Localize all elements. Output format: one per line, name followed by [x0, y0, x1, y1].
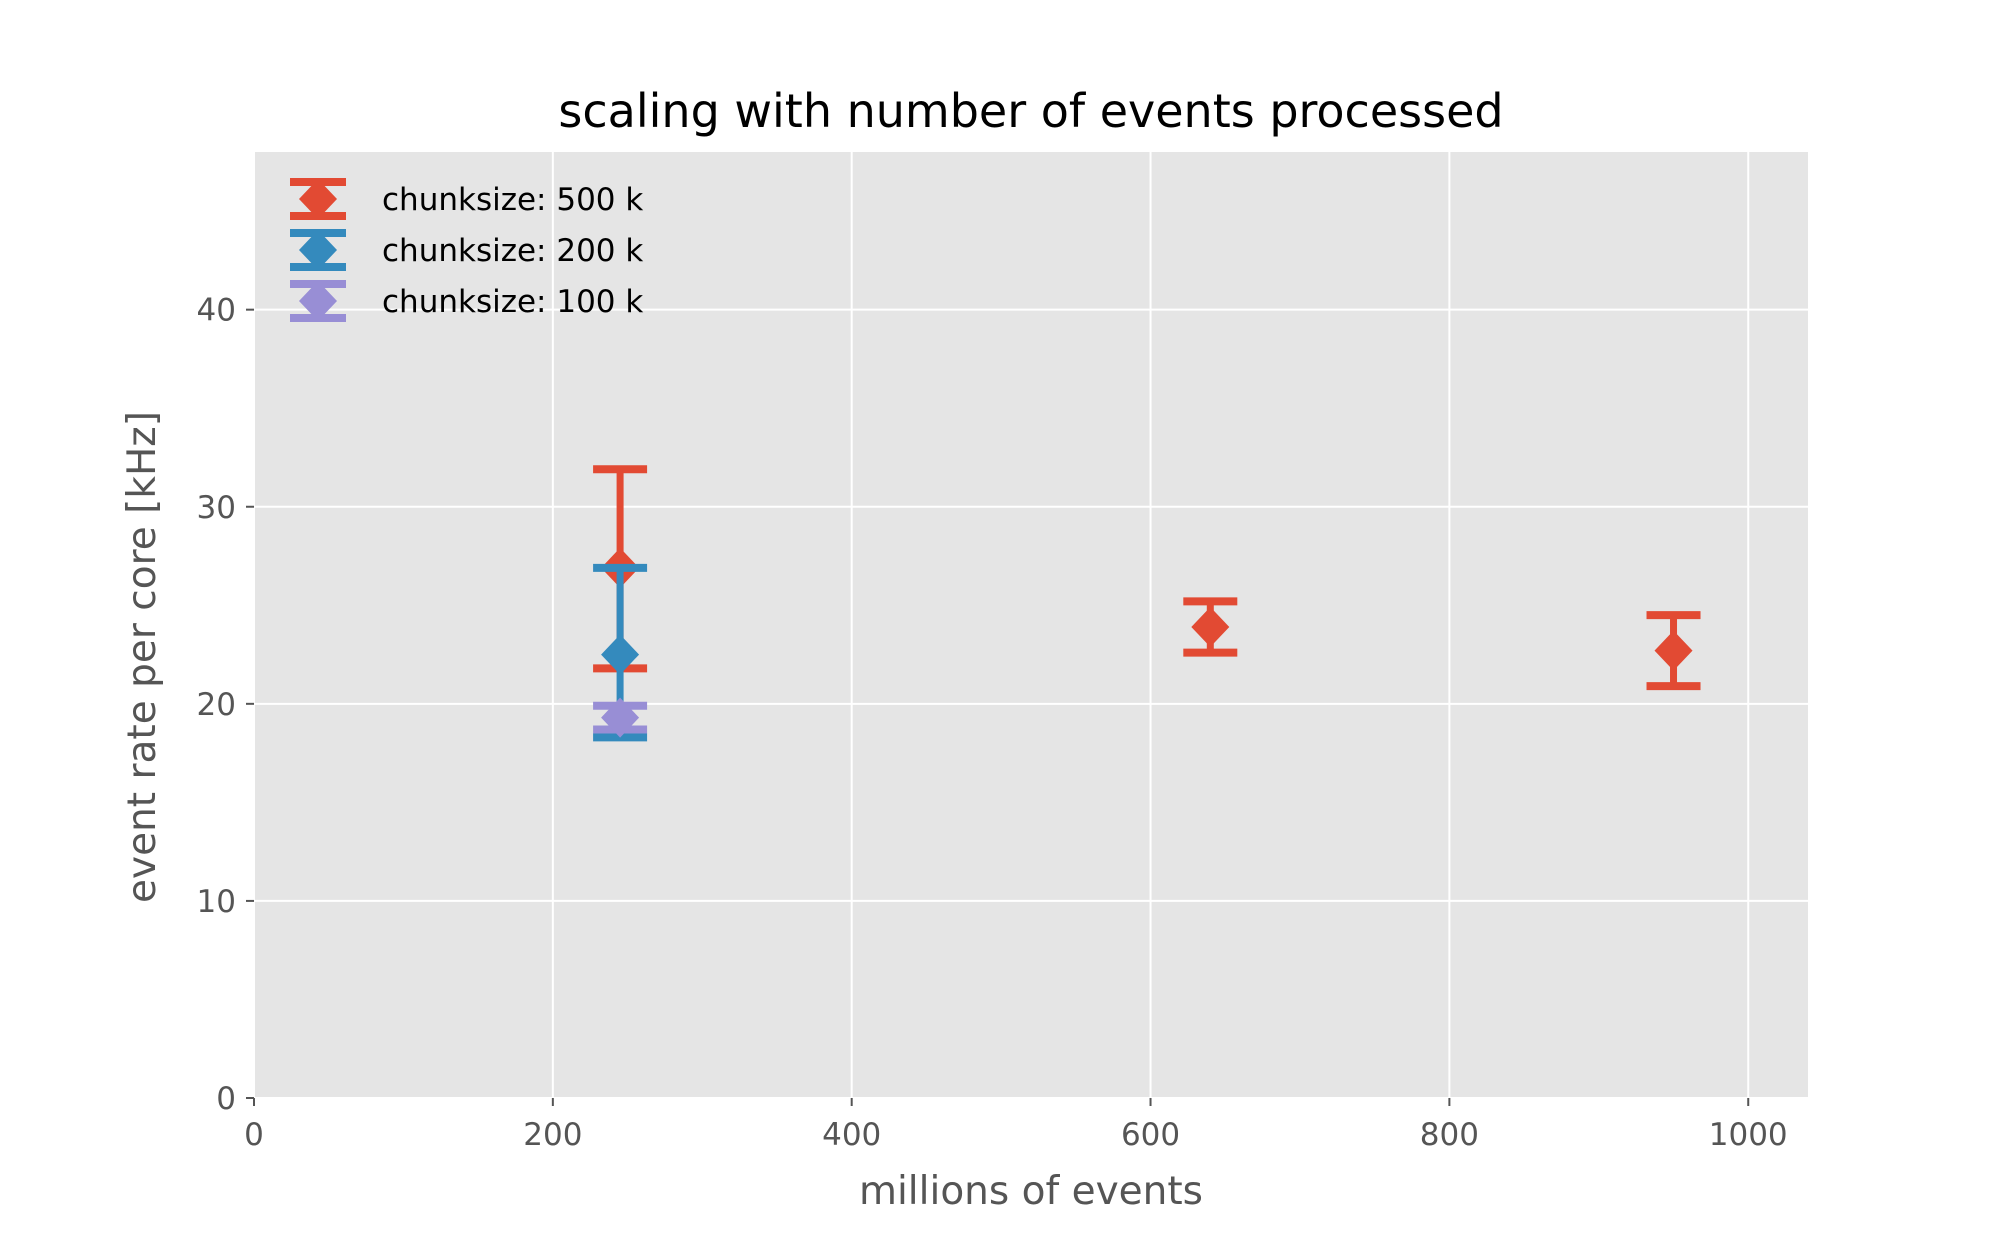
x-tick-label: 600 [1121, 1117, 1180, 1153]
series-3 [593, 697, 648, 738]
legend-item: chunksize: 200 k [290, 229, 643, 271]
axes: 0 200 400 600 800 1000 0 10 20 30 40 [197, 293, 1788, 1153]
legend-marker [299, 179, 337, 219]
legend-label: chunksize: 100 k [382, 284, 643, 320]
y-tick-label: 40 [197, 293, 236, 329]
legend-label: chunksize: 500 k [382, 182, 643, 218]
legend-item: chunksize: 500 k [290, 178, 643, 220]
legend-marker [299, 281, 337, 321]
data-point [1191, 606, 1230, 647]
y-tick-label: 20 [197, 687, 236, 723]
x-tick-label: 800 [1420, 1117, 1479, 1153]
legend-marker [299, 230, 337, 270]
data-point [601, 634, 640, 675]
y-axis-label: event rate per core [kHz] [120, 411, 165, 903]
x-tick-label: 1000 [1709, 1117, 1788, 1153]
y-tick-label: 30 [197, 490, 236, 526]
series-layer [593, 465, 1701, 742]
data-point [601, 697, 640, 738]
data-point [1654, 630, 1693, 671]
legend-label: chunksize: 200 k [382, 233, 643, 269]
x-axis-label: millions of events [859, 1169, 1203, 1214]
legend: chunksize: 500 k chunksize: 200 k chunksiz… [290, 178, 643, 322]
y-tick-label: 10 [197, 884, 236, 920]
x-tick-label: 0 [244, 1117, 264, 1153]
x-tick-label: 400 [822, 1117, 881, 1153]
grid [253, 152, 1808, 1099]
chart-title: scaling with number of events processed [558, 84, 1503, 138]
x-tick-label: 200 [523, 1117, 582, 1153]
legend-item: chunksize: 100 k [290, 280, 643, 322]
y-tick-label: 0 [216, 1081, 236, 1117]
